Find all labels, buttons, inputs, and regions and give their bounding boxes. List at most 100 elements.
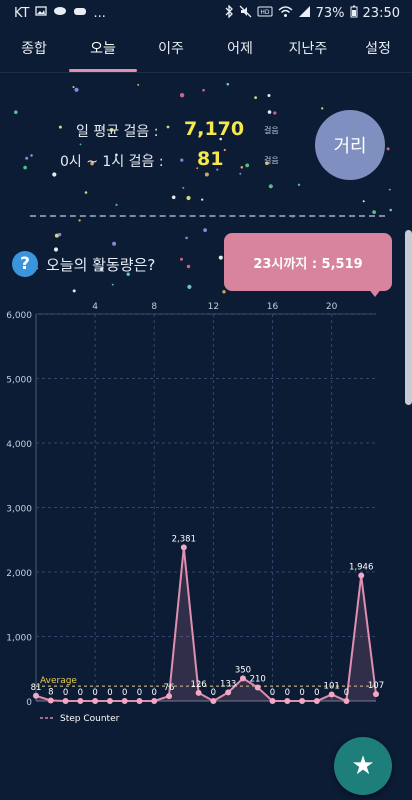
- tab-bar: 종합 오늘 이주 어제 지난주 설정: [0, 30, 412, 72]
- confetti-dot: [388, 188, 391, 191]
- confetti-decoration: [14, 82, 393, 294]
- confetti-dot: [321, 107, 324, 110]
- confetti-dot: [201, 198, 204, 201]
- tab-two-weeks[interactable]: 이주: [158, 41, 184, 57]
- series-area: [36, 547, 376, 701]
- confetti-dot: [180, 257, 183, 261]
- x-tick-label: 4: [92, 302, 98, 312]
- confetti-dot: [52, 172, 57, 177]
- confetti-dot: [226, 82, 230, 86]
- tab-last-week[interactable]: 지난주: [288, 41, 328, 57]
- data-point: [136, 698, 143, 704]
- image-notification-icon: [35, 5, 48, 21]
- y-tick-label: 1,000: [6, 634, 32, 644]
- hourly-steps-chart: 0 1,000 2,000 3,000 4,000 5,000 6,000 4 8 12 16 20 A…: [6, 302, 384, 724]
- data-label: 126: [190, 680, 206, 690]
- series-line: [35, 547, 377, 703]
- confetti-dot: [254, 96, 257, 99]
- data-point: [166, 693, 173, 700]
- confetti-dot: [185, 236, 188, 240]
- confetti-dot: [90, 161, 94, 166]
- distance-button[interactable]: 거리: [315, 110, 385, 180]
- confetti-dot: [202, 88, 205, 92]
- data-point: [225, 689, 232, 696]
- hourly-steps-label: 0시 ~ 1시 걸음 :: [60, 154, 164, 170]
- hourly-steps-value: 81: [197, 148, 224, 170]
- data-point: [151, 698, 158, 704]
- data-label: 0: [344, 688, 349, 698]
- confetti-dot: [219, 137, 222, 141]
- confetti-dot: [204, 172, 209, 177]
- confetti-dot: [267, 94, 271, 97]
- x-tick-label: 20: [326, 302, 338, 312]
- data-point: [62, 698, 69, 704]
- y-tick-label: 0: [26, 698, 32, 708]
- data-label: 2,381: [172, 534, 196, 544]
- tab-settings[interactable]: 설정: [365, 41, 391, 57]
- confetti-dot: [196, 167, 199, 170]
- daily-average-unit: 걸음: [264, 126, 279, 135]
- data-label: 81: [31, 683, 42, 693]
- hourly-steps-unit: 걸음: [264, 156, 279, 165]
- confetti-dot: [58, 125, 62, 129]
- data-point: [239, 675, 246, 682]
- confetti-dot: [84, 191, 88, 194]
- confetti-dot: [187, 284, 192, 289]
- confetti-dot: [186, 264, 191, 269]
- data-point: [328, 691, 335, 698]
- data-label: 0: [137, 688, 142, 698]
- confetti-dot: [386, 147, 390, 151]
- confetti-dot: [137, 83, 140, 86]
- x-tick-label: 8: [151, 302, 157, 312]
- confetti-dot: [297, 183, 301, 186]
- data-label: 0: [122, 688, 127, 698]
- data-point: [92, 698, 99, 704]
- data-label: 1,946: [349, 562, 373, 572]
- total-steps-tooltip: 23시까지 : 5,519: [224, 233, 392, 291]
- battery-percent: 73%: [315, 6, 345, 21]
- confetti-dot: [203, 228, 208, 233]
- carrier-label: KT: [14, 5, 30, 21]
- confetti-dot: [268, 184, 273, 189]
- wifi-icon: [278, 5, 293, 22]
- confetti-dot: [182, 186, 185, 189]
- activity-question: 오늘의 활동량은?: [46, 256, 156, 274]
- confetti-dot: [267, 110, 272, 114]
- data-label: 101: [324, 681, 340, 691]
- confetti-dot: [115, 203, 118, 206]
- confetti-dot: [245, 163, 250, 168]
- confetti-dot: [112, 241, 117, 246]
- legend-label: Step Counter: [60, 714, 120, 724]
- data-point: [373, 691, 379, 698]
- daily-average-value: 7,170: [184, 118, 245, 140]
- help-icon[interactable]: ?: [12, 251, 38, 277]
- clock: 23:50: [362, 6, 400, 21]
- data-label: 0: [314, 688, 319, 698]
- tab-overview[interactable]: 종합: [21, 41, 47, 57]
- confetti-dot: [74, 87, 79, 92]
- confetti-dot: [57, 232, 62, 237]
- data-label: 0: [152, 688, 157, 698]
- confetti-dot: [240, 166, 244, 169]
- confetti-dot: [216, 168, 219, 171]
- bluetooth-icon: [224, 4, 234, 22]
- average-label: Average: [40, 676, 77, 686]
- y-tick-label: 6,000: [6, 311, 32, 321]
- data-label: 0: [78, 688, 83, 698]
- confetti-dot: [171, 195, 176, 200]
- confetti-dot: [372, 210, 376, 215]
- data-point: [210, 698, 217, 704]
- status-bar: KT ... HD 73% 23:50: [0, 0, 412, 26]
- confetti-dot: [78, 219, 81, 222]
- active-tab-indicator: [69, 69, 137, 72]
- tooltip-tail: [368, 288, 382, 297]
- scrollbar[interactable]: [405, 230, 412, 405]
- favorite-button[interactable]: ★: [334, 737, 392, 795]
- confetti-dot: [273, 111, 277, 115]
- data-label: 0: [63, 688, 68, 698]
- tab-yesterday[interactable]: 어제: [227, 41, 253, 57]
- data-point: [269, 698, 276, 704]
- confetti-dot: [30, 154, 33, 157]
- section-divider: [30, 215, 385, 217]
- tab-today[interactable]: 오늘: [90, 41, 116, 57]
